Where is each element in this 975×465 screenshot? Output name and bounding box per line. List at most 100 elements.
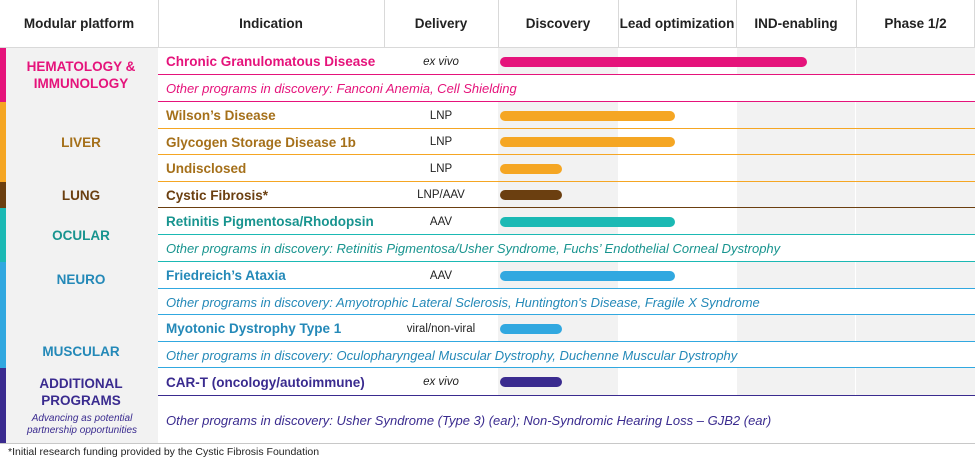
platform-label: ADDITIONAL PROGRAMS — [39, 376, 123, 408]
header-stage-lead-optimization: Lead optimization — [619, 16, 735, 31]
progress-bar — [500, 111, 675, 121]
indication-label: Retinitis Pigmentosa/Rhodopsin — [166, 214, 374, 229]
platform-subtitle: Advancing as potential partnership oppor… — [26, 413, 138, 436]
progress-bar — [500, 217, 675, 227]
stage-column-shade — [737, 102, 855, 129]
program-row: Myotonic Dystrophy Type 1 viral/non-viral — [158, 315, 975, 342]
column-divider — [736, 0, 737, 48]
indication-label: Chronic Granulomatous Disease — [166, 54, 376, 69]
stage-column-shade — [737, 262, 855, 289]
header-platform: Modular platform — [23, 16, 135, 31]
other-programs-text: Other programs in discovery: Amyotrophic… — [166, 294, 760, 310]
row-background — [158, 396, 975, 444]
program-row: Undisclosed LNP — [158, 155, 975, 182]
row-divider — [158, 261, 975, 262]
indication-label: Undisclosed — [166, 161, 247, 176]
header-indication: Indication — [239, 16, 303, 31]
platform-label: MUSCULAR — [42, 344, 120, 359]
stage-column-shade — [737, 155, 855, 182]
indication-label: Myotonic Dystrophy Type 1 — [166, 321, 342, 336]
other-programs-row: Other programs in discovery: Amyotrophic… — [158, 289, 975, 315]
progress-bar — [500, 271, 675, 281]
indication-label: Friedreich’s Ataxia — [166, 268, 286, 283]
progress-bar — [500, 324, 562, 334]
row-divider — [158, 74, 975, 75]
column-divider — [158, 0, 159, 48]
platform-color-bar — [0, 315, 6, 368]
other-programs-row: Other programs in discovery: Retinitis P… — [158, 235, 975, 262]
stage-column-shade — [856, 129, 975, 155]
stage-column-shade — [856, 48, 975, 75]
other-programs-row: Other programs in discovery: Fanconi Ane… — [158, 75, 975, 102]
stage-column-shade — [856, 208, 975, 235]
stage-column-shade — [856, 155, 975, 182]
delivery-label: AAV — [429, 269, 453, 282]
row-divider — [158, 234, 975, 235]
stage-column-shade — [737, 129, 855, 155]
platform-label: OCULAR — [52, 227, 110, 243]
platform-label: LIVER — [61, 134, 101, 150]
row-divider — [158, 288, 975, 289]
program-row: Cystic Fibrosis* LNP/AAV — [158, 182, 975, 208]
indication-label: Glycogen Storage Disease 1b — [166, 134, 356, 150]
row-divider — [158, 367, 975, 368]
row-background — [158, 235, 975, 262]
header-divider — [0, 47, 975, 48]
column-divider — [384, 0, 385, 48]
platform-label: HEMATOLOGY & IMMUNOLOGY — [26, 59, 136, 91]
row-divider — [158, 314, 975, 315]
column-divider — [498, 0, 499, 48]
row-divider — [158, 154, 975, 155]
header-stage-discovery: Discovery — [525, 16, 591, 31]
row-divider — [158, 341, 975, 342]
other-programs-text: Other programs in discovery: Retinitis P… — [166, 241, 781, 256]
row-divider — [158, 181, 975, 182]
program-row: Retinitis Pigmentosa/Rhodopsin AAV — [158, 208, 975, 235]
platform-color-bar — [0, 102, 6, 182]
header-stage-phase-1-2: Phase 1/2 — [884, 16, 947, 31]
delivery-label: LNP/AAV — [417, 189, 465, 201]
delivery-label: ex vivo — [423, 55, 459, 68]
stage-column-shade — [856, 102, 975, 129]
footnote: *Initial research funding provided by th… — [8, 446, 320, 458]
row-divider — [158, 101, 975, 102]
delivery-label: LNP — [429, 136, 453, 148]
progress-bar — [500, 164, 562, 174]
row-divider — [158, 395, 975, 396]
row-background — [158, 342, 975, 368]
other-programs-row: Other programs in discovery: Usher Syndr… — [158, 396, 975, 444]
platform-additional: ADDITIONAL PROGRAMS Advancing as potentia… — [0, 368, 158, 444]
platform-color-bar — [0, 182, 6, 208]
row-background — [158, 289, 975, 315]
program-row: Friedreich’s Ataxia AAV — [158, 262, 975, 289]
stage-column-shade — [856, 262, 975, 289]
delivery-label: LNP — [429, 109, 453, 122]
indication-label: CAR-T (oncology/autoimmune) — [166, 374, 365, 390]
stage-column-shade — [856, 182, 975, 208]
row-background — [158, 75, 975, 102]
stage-column-shade — [856, 315, 975, 342]
platform-muscular: MUSCULAR — [0, 315, 158, 368]
row-divider — [158, 128, 975, 129]
delivery-label: AAV — [429, 215, 453, 228]
column-divider — [618, 0, 619, 48]
delivery-label: viral/non-viral — [406, 322, 476, 335]
platform-color-bar — [0, 48, 6, 102]
platform-label: LUNG — [61, 187, 101, 203]
stage-column-shade — [737, 208, 855, 235]
progress-bar — [500, 190, 562, 200]
header-delivery: Delivery — [414, 16, 468, 31]
other-programs-row: Other programs in discovery: Oculopharyn… — [158, 342, 975, 368]
other-programs-text: Other programs in discovery: Usher Syndr… — [166, 412, 772, 428]
program-row: Glycogen Storage Disease 1b LNP — [158, 129, 975, 155]
program-row: Wilson’s Disease LNP — [158, 102, 975, 129]
indication-label: Cystic Fibrosis* — [166, 187, 269, 203]
row-divider — [158, 207, 975, 208]
program-row: Chronic Granulomatous Disease ex vivo — [158, 48, 975, 75]
table-bottom-border — [0, 443, 975, 444]
program-row: CAR-T (oncology/autoimmune) ex vivo — [158, 368, 975, 396]
stage-column-shade — [856, 368, 975, 396]
progress-bar — [500, 377, 562, 387]
platform-label: NEURO — [56, 272, 106, 287]
